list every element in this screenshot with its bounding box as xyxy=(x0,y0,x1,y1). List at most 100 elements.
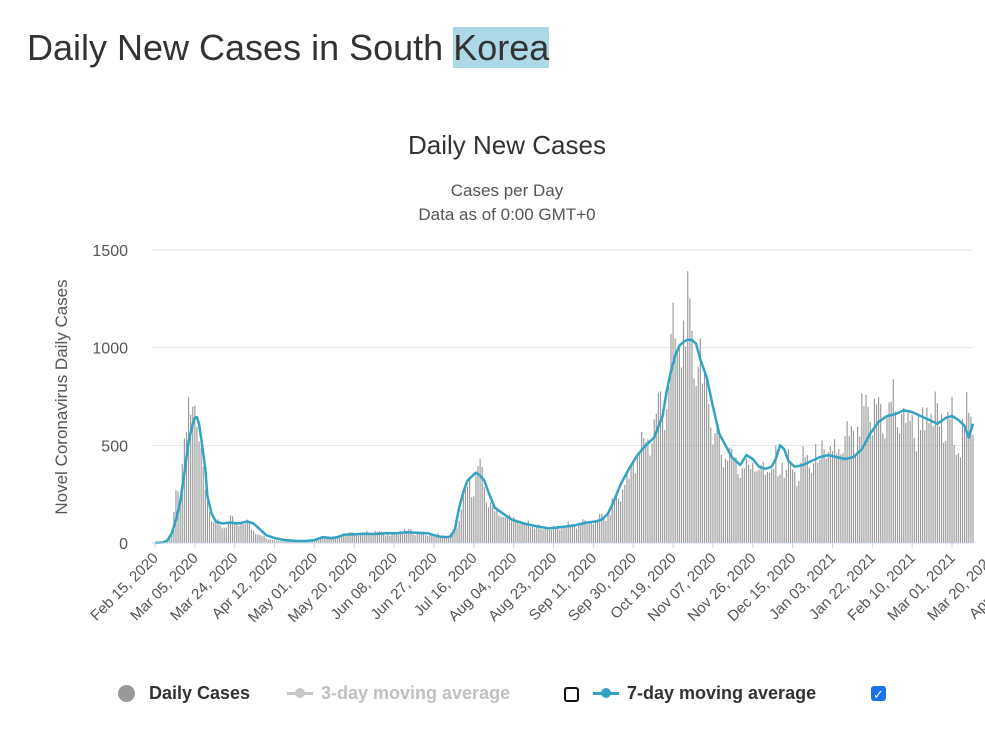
daily-case-bar xyxy=(685,346,687,543)
daily-case-bar xyxy=(892,379,894,543)
daily-case-bar xyxy=(374,530,376,543)
daily-case-bar xyxy=(431,535,433,543)
daily-case-bar xyxy=(219,525,221,543)
daily-case-bar xyxy=(347,533,349,543)
daily-case-bar xyxy=(208,512,211,543)
y-tick-label: 500 xyxy=(101,438,128,455)
daily-case-bar xyxy=(622,489,624,543)
daily-case-bar xyxy=(525,522,527,543)
daily-case-bar xyxy=(970,416,972,543)
daily-case-bar xyxy=(420,533,422,543)
daily-case-bar xyxy=(947,411,949,543)
seven-day-average-checkbox[interactable]: ✓ xyxy=(871,686,886,702)
daily-case-bar xyxy=(771,469,773,543)
daily-case-bar xyxy=(573,524,576,543)
daily-case-bar xyxy=(827,452,829,543)
daily-case-bar xyxy=(286,541,288,543)
daily-case-bar xyxy=(171,530,173,543)
daily-case-bar xyxy=(953,445,955,543)
daily-case-bar xyxy=(854,454,857,543)
daily-case-bar xyxy=(852,430,855,543)
daily-case-bar xyxy=(603,517,605,543)
daily-case-bar xyxy=(613,501,615,543)
daily-case-bar xyxy=(481,466,483,543)
chart-subtitle-line2: Data as of 0:00 GMT+0 xyxy=(418,205,595,224)
daily-case-bar xyxy=(248,522,250,543)
daily-case-bar xyxy=(412,534,414,543)
daily-case-bar xyxy=(630,465,632,543)
daily-case-bar xyxy=(424,534,427,543)
daily-case-bar xyxy=(485,502,487,543)
daily-case-bar xyxy=(949,419,951,543)
daily-case-bar xyxy=(666,408,668,543)
daily-case-bar xyxy=(909,421,911,543)
daily-case-bar xyxy=(502,516,504,543)
daily-case-bar xyxy=(523,524,525,543)
daily-case-bar xyxy=(450,533,452,543)
daily-case-bar xyxy=(750,469,752,543)
daily-case-bar xyxy=(722,467,724,543)
daily-case-bar xyxy=(773,468,775,543)
daily-case-bar xyxy=(817,462,819,543)
daily-case-bar xyxy=(592,524,594,543)
daily-case-bar xyxy=(584,520,586,543)
daily-case-bar xyxy=(710,427,712,543)
daily-case-bar xyxy=(238,526,240,543)
daily-case-bar xyxy=(435,534,437,543)
daily-case-bar xyxy=(372,533,374,543)
daily-case-bar xyxy=(714,432,716,543)
daily-case-bar xyxy=(800,462,802,543)
daily-case-bar xyxy=(582,519,584,543)
daily-case-bar xyxy=(926,407,928,543)
daily-case-bar xyxy=(917,413,920,543)
daily-case-bar xyxy=(609,514,611,543)
daily-case-bar xyxy=(655,413,657,543)
daily-case-bar xyxy=(416,532,418,543)
x-tick-label: Feb 15, 2020 xyxy=(87,550,162,625)
daily-case-bar xyxy=(819,459,821,543)
daily-case-bar xyxy=(246,519,248,543)
daily-case-bar xyxy=(724,458,727,543)
daily-case-bar xyxy=(662,409,664,543)
daily-case-bar xyxy=(307,541,309,543)
daily-case-bar xyxy=(831,451,834,543)
daily-case-bar xyxy=(689,298,691,543)
daily-case-bar xyxy=(366,530,368,543)
daily-case-bar xyxy=(569,525,571,543)
legend-daily-cases-marker xyxy=(118,684,135,702)
daily-case-bar xyxy=(951,396,953,543)
daily-case-bar xyxy=(185,432,188,543)
daily-case-bar xyxy=(620,501,622,543)
daily-case-bar xyxy=(565,526,567,543)
daily-case-bar xyxy=(792,469,794,543)
daily-case-bar xyxy=(886,417,888,543)
daily-case-bar xyxy=(789,464,792,543)
daily-case-bar xyxy=(754,471,756,543)
daily-case-bar xyxy=(282,541,284,543)
daily-case-bar xyxy=(351,532,353,543)
y-tick-label: 1500 xyxy=(92,243,128,260)
daily-case-bar xyxy=(605,520,607,543)
daily-case-bar xyxy=(727,460,729,543)
daily-case-bar xyxy=(546,528,548,543)
seven-day-average-line xyxy=(154,338,975,545)
daily-case-bar xyxy=(693,378,695,543)
daily-case-bar xyxy=(657,392,659,543)
legend-seven-day-label: 7-day moving average xyxy=(627,682,817,703)
daily-case-bar xyxy=(594,522,597,543)
daily-case-bar xyxy=(829,446,831,543)
legend-seven-day-average[interactable]: 7-day moving average xyxy=(593,680,816,706)
daily-case-bar xyxy=(225,527,227,543)
y-tick-label: 1000 xyxy=(92,341,128,358)
three-day-average-checkbox[interactable] xyxy=(564,687,579,702)
legend-daily-cases[interactable]: Daily Cases xyxy=(118,680,250,706)
legend-three-day-average[interactable]: 3-day moving average xyxy=(287,680,510,706)
daily-case-bar xyxy=(529,527,532,543)
daily-case-bar xyxy=(504,516,506,543)
daily-case-bar xyxy=(506,517,508,543)
daily-case-bar xyxy=(389,535,391,543)
daily-case-bar xyxy=(236,522,238,543)
daily-case-bar xyxy=(343,534,345,543)
daily-case-bar xyxy=(779,474,781,543)
daily-case-bar xyxy=(859,436,861,543)
